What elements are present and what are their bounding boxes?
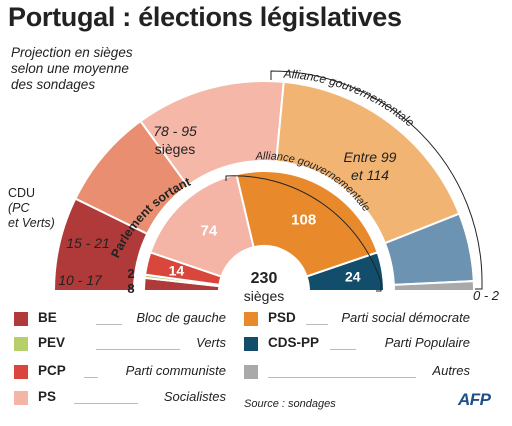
- projection-label-be: 10 - 17: [58, 272, 103, 288]
- outgoing-label-be: 8: [127, 281, 134, 296]
- legend-name: Parti Populaire: [384, 335, 470, 350]
- outgoing-slice-cds-pp: [305, 251, 386, 292]
- outgoing-label-cds-pp: 24: [345, 268, 361, 284]
- cdu-label: CDU (PC et Verts): [8, 186, 55, 231]
- legend-leader-line: [96, 349, 180, 350]
- outgoing-slice-psd: [235, 170, 379, 278]
- outgoing-label-pcp: 14: [169, 262, 185, 278]
- legend-abbr: PSD: [268, 310, 296, 325]
- cdu-label-line: et Verts): [8, 216, 55, 230]
- cdu-label-line: CDU: [8, 186, 36, 200]
- legend-item-autres: Autres: [244, 362, 470, 382]
- subtitle-line: Projection en sièges: [11, 45, 133, 60]
- projection-label-autres: 0 - 2: [473, 288, 500, 303]
- legend-leader-line: [330, 349, 356, 350]
- legend-name: Parti social démocrate: [341, 310, 470, 325]
- outgoing-label-pev: 2: [127, 266, 134, 281]
- cdu-label-line: (PC: [8, 201, 30, 215]
- subtitle-line: des sondages: [11, 77, 96, 92]
- alliance-brackets: [225, 70, 483, 292]
- legend-abbr: CDS-PP: [268, 335, 320, 350]
- legend-abbr: PCP: [38, 363, 66, 378]
- legend-leader-line: [268, 377, 416, 378]
- legend-swatch: [244, 337, 258, 351]
- legend-abbr: PEV: [38, 335, 66, 350]
- outer-alliance-bracket: [270, 70, 483, 290]
- legend-leader-line: [306, 324, 328, 325]
- chart-subtitle: Projection en sièges selon une moyenne d…: [11, 45, 181, 93]
- subtitle-line: selon une moyenne: [11, 61, 129, 76]
- legend-swatch: [14, 391, 28, 405]
- projection-label-ps: 78 - 95: [153, 123, 197, 139]
- legend-item-ps: PS Socialistes: [14, 388, 226, 408]
- inner-alliance-bracket: [225, 175, 382, 292]
- legend-swatch: [14, 365, 28, 379]
- projection-label-alliance: Entre 99: [344, 149, 397, 165]
- chart-title: Portugal : élections législatives: [8, 2, 402, 32]
- source-note: Source : sondages: [244, 398, 336, 410]
- legend-abbr: BE: [38, 310, 57, 325]
- projection-ring: 10 - 17 15 - 21 78 - 95 sièges Entre 99 et 11…: [52, 80, 500, 303]
- afp-logo: AFP: [458, 390, 491, 409]
- legend-leader-line: [96, 324, 122, 325]
- legend-leader-line: [74, 403, 138, 404]
- legend-item-cds-pp: CDS-PP Parti Populaire: [244, 334, 470, 354]
- legend-item-pev: PEV Verts: [14, 334, 226, 354]
- legend-swatch: [244, 365, 258, 379]
- legend-item-pcp: PCP Parti communiste: [14, 362, 226, 382]
- legend-item-psd: PSD Parti social démocrate: [244, 309, 470, 329]
- legend-name: Bloc de gauche: [136, 310, 226, 325]
- projection-label-alliance-2: et 114: [351, 167, 389, 183]
- legend-swatch: [14, 337, 28, 351]
- legend-name: Autres: [432, 363, 470, 378]
- projection-label-ps-unit: sièges: [155, 141, 195, 157]
- legend-swatch: [244, 312, 258, 326]
- legend-name: Parti communiste: [125, 363, 226, 378]
- outgoing-ring: 82 14 74 108 24: [127, 170, 386, 296]
- legend-swatch: [14, 312, 28, 326]
- projection-slice-autres: [392, 280, 476, 292]
- legend-item-be: BE Bloc de gauche: [14, 309, 226, 329]
- legend-name: Socialistes: [163, 389, 226, 404]
- outgoing-label-ps: 74: [201, 222, 218, 239]
- legend-name: Verts: [196, 335, 226, 350]
- total-seats-unit: sièges: [244, 288, 284, 304]
- total-seats-value: 230: [251, 270, 278, 287]
- legend-abbr: PS: [38, 389, 57, 404]
- projection-label-cdu: 15 - 21: [66, 235, 110, 251]
- outgoing-label-psd: 108: [291, 211, 316, 228]
- legend-leader-line: [84, 377, 98, 378]
